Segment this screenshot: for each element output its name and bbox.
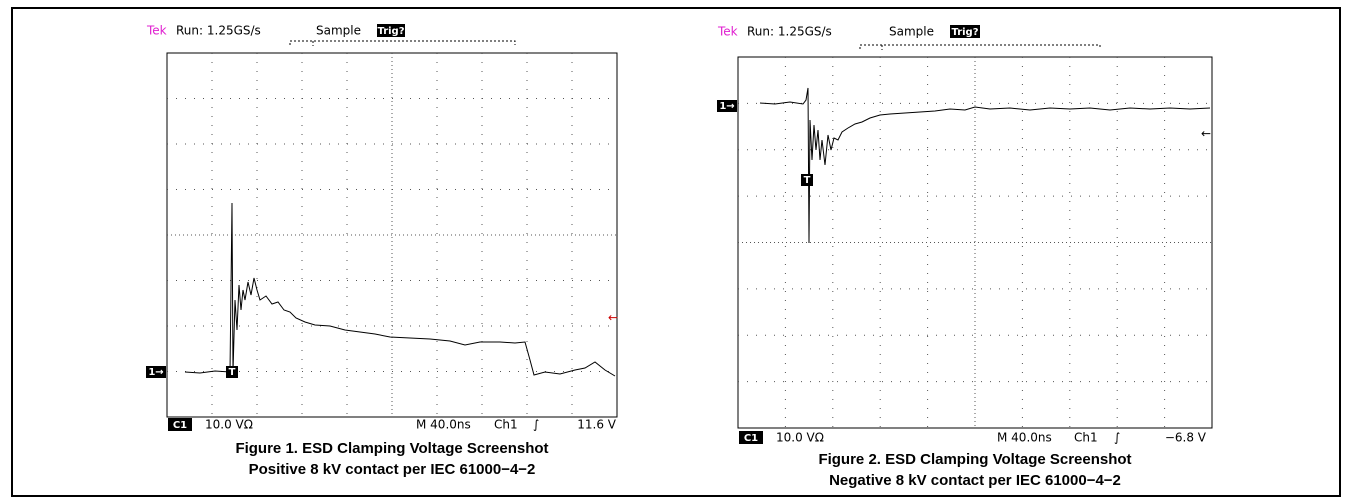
trigger-marker: T [229,367,236,378]
trigger-marker: T [804,175,811,186]
footer-scale: 10.0 VΩ [776,431,824,445]
status: Run: 1.25GS/s [747,25,832,39]
body: Tek Run: 1.25GS/s Sample Trig? 1→ T ← C1… [0,0,1353,504]
channel-marker: 1→ [719,101,734,112]
waveform [185,203,615,376]
level-marker: ← [1201,127,1211,141]
document: Tek Run: 1.25GS/s Sample Trig? 1→ T ← C1… [0,0,1353,504]
brand: Tek [717,25,738,39]
footer-channel: C1 [173,420,187,431]
footer-slope: ∫ [1114,431,1120,445]
footer-level: −6.8 V [1165,431,1207,445]
footer-level: 11.6 V [577,418,617,432]
caption-subtitle: Negative 8 kV contact per IEC 61000−4−2 [829,472,1121,489]
mode: Sample [316,24,361,38]
status: Run: 1.25GS/s [176,24,261,38]
caption-title: Figure 1. ESD Clamping Voltage Screensho… [235,440,548,457]
figure-2: Tek Run: 1.25GS/s Sample Trig? 1→ T ← C1… [717,25,1212,489]
channel-marker: 1→ [148,367,163,378]
mode: Sample [889,25,934,39]
grid [167,53,617,417]
record-bar [860,45,1100,50]
page: ESD Clamping Voltage Screenshots {"figur… [0,0,1353,504]
trig: Trig? [951,27,978,38]
footer-timebase: M 40.0ns [416,418,471,432]
level-marker: ← [608,311,618,325]
footer-slope: ∫ [533,418,539,432]
footer-timebase: M 40.0ns [997,431,1052,445]
figure-1: Tek Run: 1.25GS/s Sample Trig? 1→ T ← C1… [146,24,618,478]
trig: Trig? [377,26,404,37]
caption-title: Figure 2. ESD Clamping Voltage Screensho… [818,451,1131,468]
footer-scale: 10.0 VΩ [205,418,253,432]
waveform [760,88,1210,243]
caption-subtitle: Positive 8 kV contact per IEC 61000−4−2 [249,461,536,478]
footer-source: Ch1 [1074,431,1098,445]
footer-channel: C1 [744,433,758,444]
record-bar [290,41,515,46]
brand: Tek [146,24,167,38]
footer-source: Ch1 [494,418,518,432]
